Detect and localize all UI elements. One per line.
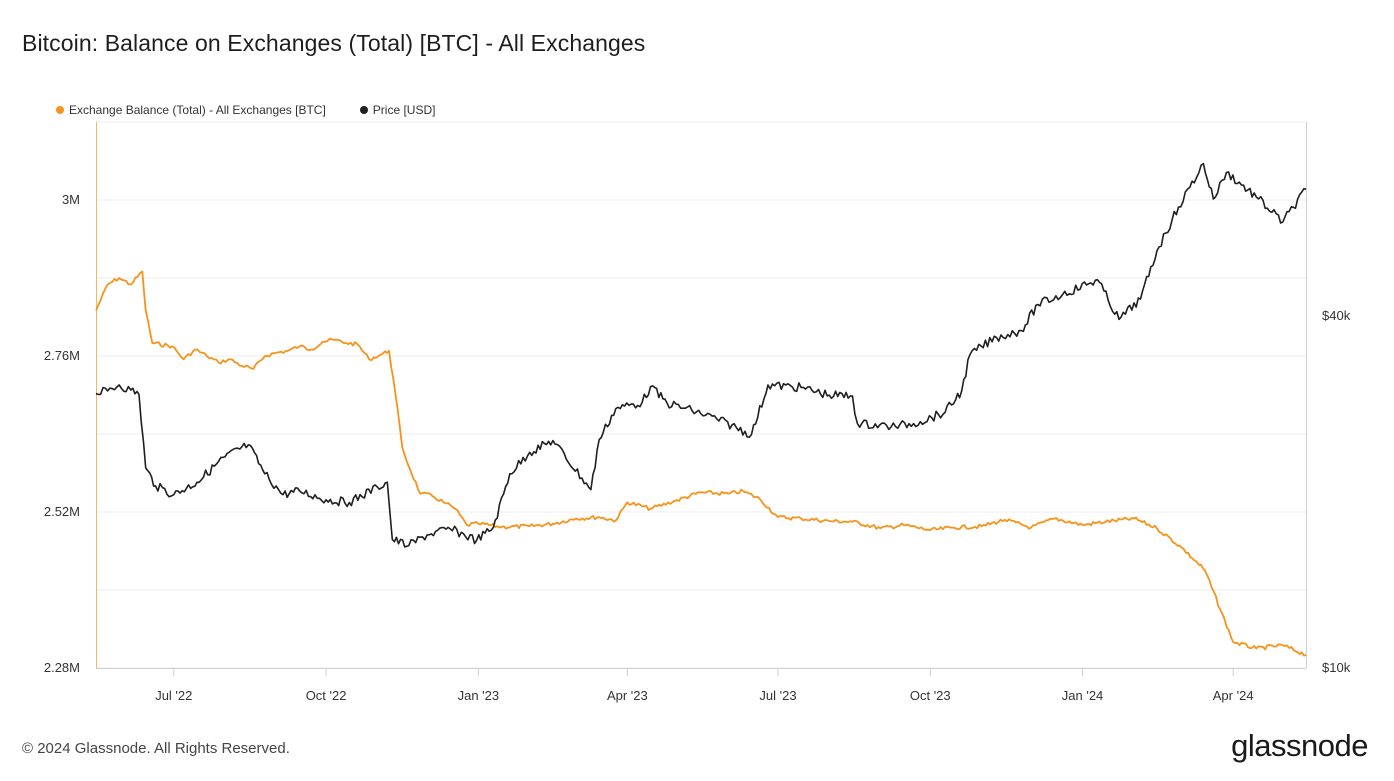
y-left-tick-label: 2.76M [44, 348, 80, 363]
x-tick-label: Jan '23 [458, 688, 500, 703]
x-tick-label: Oct '22 [306, 688, 347, 703]
legend-item-balance[interactable]: Exchange Balance (Total) - All Exchanges… [56, 103, 326, 117]
y-axis-right-ticks: $10k $40k [1322, 308, 1351, 675]
legend-dot-balance [56, 106, 64, 114]
grid-lines [96, 121, 1306, 669]
copyright-text: © 2024 Glassnode. All Rights Reserved. [22, 740, 290, 757]
x-tick-label: Jul '22 [155, 688, 192, 703]
x-tick-label: Jan '24 [1062, 688, 1104, 703]
series-group [95, 162, 1307, 657]
x-axis-ticks: Jul '22 Oct '22 Jan '23 Apr '23 Jul '23 Oct '… [155, 668, 1254, 703]
axes [96, 122, 1307, 669]
y-left-tick-label: 2.28M [44, 660, 80, 675]
x-tick-label: Jul '23 [759, 688, 796, 703]
series-line-price [95, 162, 1307, 548]
y-right-tick-label: $40k [1322, 308, 1351, 323]
legend-item-price[interactable]: Price [USD] [359, 103, 436, 117]
x-tick-label: Oct '23 [910, 688, 951, 703]
y-left-tick-label: 3M [62, 192, 80, 207]
legend-label-price: Price [USD] [372, 103, 436, 117]
y-axis-left-ticks: 2.28M 2.52M 2.76M 3M [44, 192, 80, 675]
x-tick-label: Apr '24 [1213, 688, 1254, 703]
legend-dot-price [359, 106, 368, 114]
chart-title: Bitcoin: Balance on Exchanges (Total) [B… [22, 30, 646, 56]
x-tick-label: Apr '23 [607, 688, 648, 703]
series-line-balance [95, 270, 1307, 657]
glassnode-logo[interactable]: glassnode [1231, 728, 1368, 763]
y-left-tick-label: 2.52M [44, 504, 80, 519]
chart-legend: Exchange Balance (Total) - All Exchanges… [56, 103, 469, 117]
legend-label-balance: Exchange Balance (Total) - All Exchanges… [69, 103, 326, 117]
y-right-tick-label: $10k [1322, 660, 1351, 675]
